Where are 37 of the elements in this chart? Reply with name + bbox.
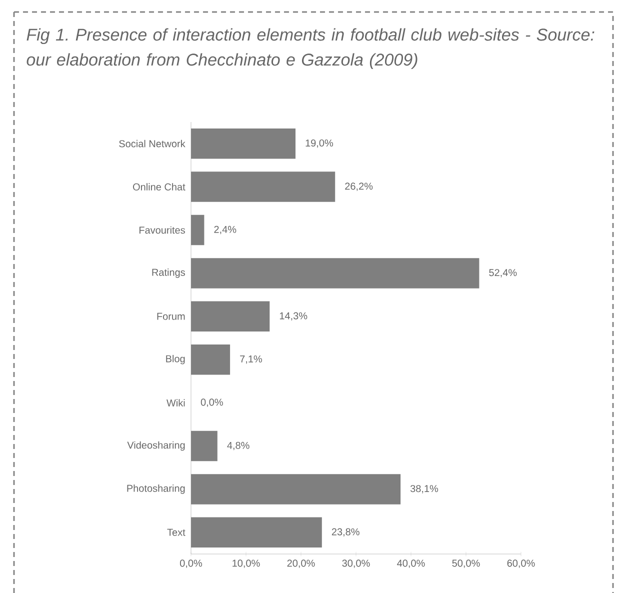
- y-tick-label: Ratings: [152, 268, 185, 278]
- y-tick-label: Forum: [157, 312, 185, 320]
- bar: [191, 344, 230, 375]
- data-label: 7,1%: [240, 355, 262, 364]
- x-tick-label: 0,0%: [180, 560, 202, 568]
- bar: [191, 172, 336, 202]
- x-tick-label: 50,0%: [452, 560, 480, 568]
- y-tick-label: Photosharing: [127, 484, 185, 494]
- y-tick-label: Favourites: [140, 226, 185, 234]
- data-label: 19,0%: [306, 139, 334, 148]
- bar: [191, 128, 296, 159]
- data-label: 14,3%: [280, 312, 308, 321]
- bar: [191, 474, 401, 504]
- y-tick-label: Blog: [166, 354, 185, 364]
- x-tick-label: 20,0%: [287, 560, 315, 568]
- x-tick-label: 40,0%: [397, 560, 425, 568]
- bar: [191, 258, 480, 288]
- bar: [191, 430, 218, 462]
- data-label: 4,8%: [227, 442, 250, 450]
- bar: [191, 301, 270, 332]
- chart-title: Fig 1. Presence of interaction elements in football club web-sites - Source: our elaboration from Checchinato e Gazzola (2009): [26, 28, 594, 70]
- bar: [191, 214, 204, 246]
- y-tick-label: Wiki: [166, 399, 185, 406]
- y-tick-label: Online Chat: [133, 183, 186, 190]
- data-label: 26,2%: [345, 182, 373, 191]
- y-tick-label: Social Network: [119, 140, 186, 148]
- data-label: 38,1%: [410, 485, 438, 494]
- y-tick-label: Videosharing: [127, 441, 185, 451]
- data-label: 52,4%: [489, 269, 517, 278]
- data-label: 2,4%: [214, 226, 236, 234]
- x-tick-label: 30,0%: [342, 560, 370, 568]
- bar: [191, 517, 322, 548]
- x-tick-label: 60,0%: [507, 560, 535, 568]
- data-label: 0,0%: [200, 398, 223, 407]
- data-label: 23,8%: [332, 528, 360, 537]
- x-tick-label: 10,0%: [232, 560, 260, 568]
- y-tick-label: Text: [167, 528, 186, 536]
